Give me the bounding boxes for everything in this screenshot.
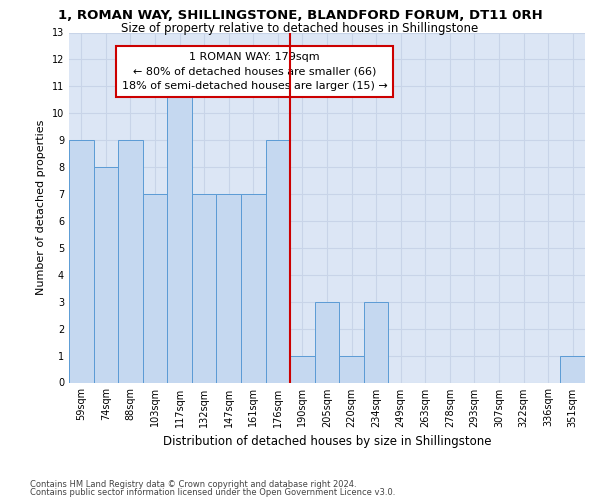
Bar (94, 167, 118, 382)
Bar (560, 356, 585, 382)
Bar (364, 302, 388, 382)
Bar (192, 194, 217, 382)
Bar (266, 140, 290, 382)
Text: 1 ROMAN WAY: 179sqm
← 80% of detached houses are smaller (66)
18% of semi-detach: 1 ROMAN WAY: 179sqm ← 80% of detached ho… (122, 52, 388, 92)
Text: 1, ROMAN WAY, SHILLINGSTONE, BLANDFORD FORUM, DT11 0RH: 1, ROMAN WAY, SHILLINGSTONE, BLANDFORD F… (58, 9, 542, 22)
Bar (290, 356, 315, 382)
Bar (241, 194, 266, 382)
X-axis label: Distribution of detached houses by size in Shillingstone: Distribution of detached houses by size … (163, 435, 491, 448)
Bar (167, 86, 192, 383)
Bar (217, 194, 241, 382)
Y-axis label: Number of detached properties: Number of detached properties (36, 120, 46, 295)
Bar (315, 302, 339, 382)
Text: Contains HM Land Registry data © Crown copyright and database right 2024.: Contains HM Land Registry data © Crown c… (30, 480, 356, 489)
Text: Contains public sector information licensed under the Open Government Licence v3: Contains public sector information licen… (30, 488, 395, 497)
Bar (339, 356, 364, 382)
Bar (143, 194, 167, 382)
Bar (69, 140, 94, 382)
Bar (118, 140, 143, 382)
Text: Size of property relative to detached houses in Shillingstone: Size of property relative to detached ho… (121, 22, 479, 35)
